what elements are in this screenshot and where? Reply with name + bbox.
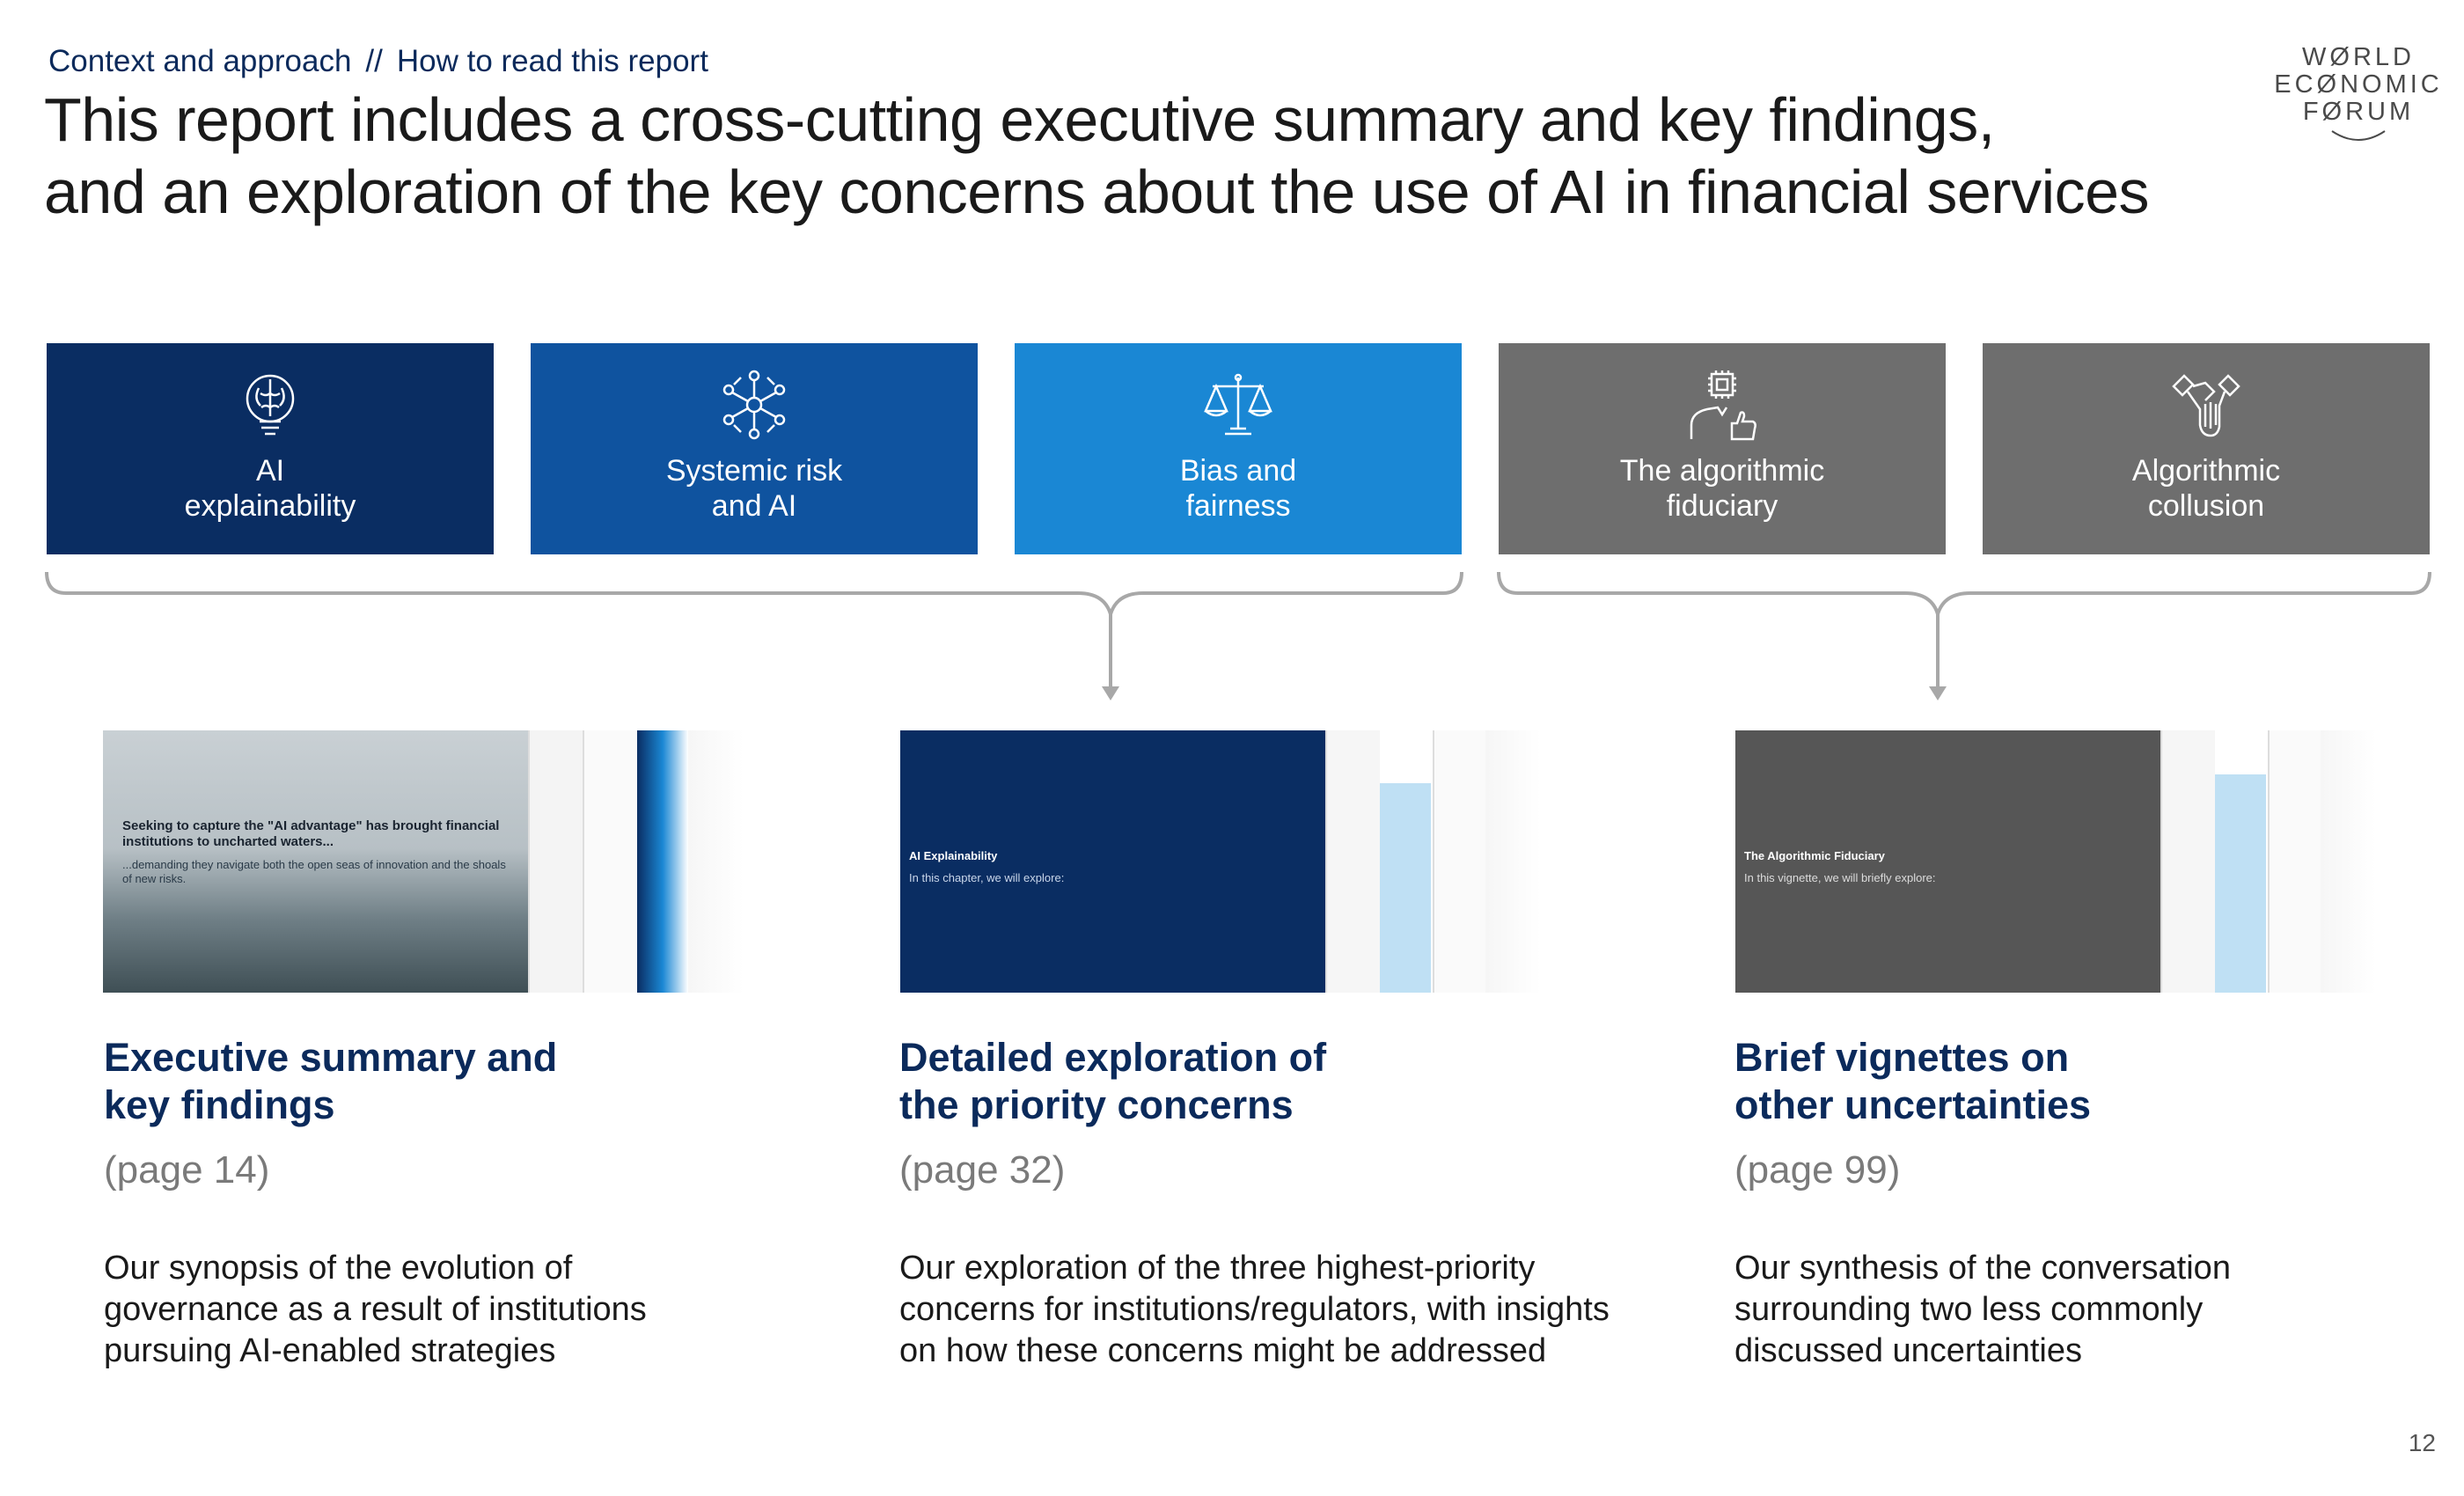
thumbnail-executive-summary[interactable]: Seeking to capture the "AI advantage" ha… <box>103 730 744 993</box>
tile-label: Bias and fairness <box>1023 453 1453 524</box>
description-line1: Our synthesis of the conversation <box>1734 1250 2231 1287</box>
breadcrumb-subsection[interactable]: How to read this report <box>396 44 708 78</box>
tile-label: The algorithmic fiduciary <box>1507 453 1937 524</box>
brain-bulb-icon <box>246 374 295 436</box>
tile-label: AI explainability <box>55 453 485 524</box>
section-description: Our exploration of the three highest-pri… <box>899 1248 1610 1372</box>
thumb-page-strip <box>688 730 744 993</box>
section-description: Our synopsis of the evolution of governa… <box>104 1248 647 1372</box>
page-title-line1: This report includes a cross-cutting exe… <box>44 85 1995 154</box>
tile-ai-explainability[interactable]: AI explainability <box>47 343 494 554</box>
wef-logo: WØRLD ECØNOMIC FØRUM <box>2270 44 2446 153</box>
section-title-executive-summary[interactable]: Executive summary and key findings <box>104 1034 557 1129</box>
section-title-priority-concerns[interactable]: Detailed exploration of the priority con… <box>899 1034 1326 1129</box>
tile-systemic-risk[interactable]: Systemic risk and AI <box>531 343 978 554</box>
tile-label-line2: fairness <box>1185 489 1291 523</box>
thumb-page-strip <box>1433 730 1487 993</box>
section-title-line2: the priority concerns <box>899 1082 1294 1127</box>
logo-arc-icon <box>2331 130 2386 141</box>
thumb-navy-cover: AI Explainability In this chapter, we wi… <box>900 730 1325 993</box>
thumb-page-strip <box>1485 730 1541 993</box>
logo-line1: WØRLD <box>2302 43 2415 71</box>
description-line2: surrounding two less commonly <box>1734 1291 2204 1328</box>
description-line1: Our exploration of the three highest-pri… <box>899 1250 1536 1287</box>
thumb-body: ...demanding they navigate both the open… <box>122 858 506 885</box>
thumb-body: In this chapter, we will explore: <box>909 871 1065 884</box>
handshake-icon <box>2172 374 2240 437</box>
page-title-line2: and an exploration of the key concerns a… <box>44 158 2150 226</box>
tile-label-line2: explainability <box>184 489 356 523</box>
page-reference[interactable]: (page 99) <box>1734 1148 1901 1192</box>
breadcrumb: Context and approach // How to read this r… <box>48 44 708 79</box>
breadcrumb-separator: // <box>365 44 383 78</box>
thumb-page-strip <box>1325 730 1380 993</box>
tile-label-line2: collusion <box>2147 489 2265 523</box>
thumb-page-strip <box>583 730 637 993</box>
logo-line3: FØRUM <box>2302 98 2415 126</box>
scales-icon <box>1204 373 1272 436</box>
thumb-page-strip <box>1380 783 1431 993</box>
section-title-line1: Brief vignettes on <box>1734 1035 2070 1080</box>
section-title-line2: other uncertainties <box>1734 1082 2092 1127</box>
description-line3: on how these concerns might be addressed <box>899 1332 1547 1369</box>
thumb-page-strip <box>2321 730 2376 993</box>
tile-bias-fairness[interactable]: Bias and fairness <box>1015 343 1462 554</box>
tile-label-line2: and AI <box>711 489 797 523</box>
chip-person-icon <box>1690 370 1756 441</box>
thumb-heading: AI Explainability <box>909 849 998 862</box>
thumb-body: In this vignette, we will briefly explor… <box>1744 871 1936 884</box>
section-title-line2: key findings <box>104 1082 335 1127</box>
thumb-page-strip <box>637 730 688 993</box>
tile-algorithmic-collusion[interactable]: Algorithmic collusion <box>1983 343 2430 554</box>
page-title: This report includes a cross-cutting exe… <box>44 84 2150 228</box>
thumb-page-strip <box>2268 730 2322 993</box>
thumb-ocean-image: Seeking to capture the "AI advantage" ha… <box>103 730 528 993</box>
thumbnail-priority-concerns[interactable]: AI Explainability In this chapter, we wi… <box>900 730 1541 993</box>
logo-line2: ECØNOMIC <box>2274 70 2443 99</box>
section-title-line1: Detailed exploration of <box>899 1035 1327 1080</box>
page-reference[interactable]: (page 32) <box>899 1148 1066 1192</box>
thumb-page-strip <box>2215 774 2266 993</box>
description-line2: concerns for institutions/regulators, wi… <box>899 1291 1610 1328</box>
arrowhead-other <box>1929 686 1947 700</box>
thumb-page-strip <box>528 730 583 993</box>
network-icon <box>722 370 786 440</box>
page-number: 12 <box>2408 1429 2436 1456</box>
tile-label-line1: AI <box>255 454 285 488</box>
section-description: Our synthesis of the conversation surrou… <box>1734 1248 2231 1372</box>
thumb-heading: The Algorithmic Fiduciary <box>1744 849 1885 862</box>
tile-label-line1: Bias and <box>1179 454 1297 488</box>
section-title-line1: Executive summary and <box>104 1035 558 1080</box>
thumb-page-strip <box>2160 730 2215 993</box>
tile-label-line1: Systemic risk <box>665 454 843 488</box>
section-title-other-uncertainties[interactable]: Brief vignettes on other uncertainties <box>1734 1034 2091 1129</box>
bracket-other <box>1497 571 2431 621</box>
description-line1: Our synopsis of the evolution of <box>104 1250 573 1287</box>
tile-label-line1: The algorithmic <box>1619 454 1825 488</box>
thumb-grey-cover: The Algorithmic Fiduciary In this vignet… <box>1735 730 2160 993</box>
description-line3: pursuing AI-enabled strategies <box>104 1332 556 1369</box>
description-line2: governance as a result of institutions <box>104 1291 647 1328</box>
description-line3: discussed uncertainties <box>1734 1332 2082 1369</box>
tile-label-line2: fiduciary <box>1666 489 1778 523</box>
grouping-brackets <box>45 571 2431 700</box>
breadcrumb-section[interactable]: Context and approach <box>48 44 352 78</box>
arrowhead-priority <box>1102 686 1119 700</box>
tile-algorithmic-fiduciary[interactable]: The algorithmic fiduciary <box>1499 343 1946 554</box>
thumb-heading: Seeking to capture the "AI advantage" ha… <box>122 818 500 849</box>
bracket-priority <box>45 571 1463 621</box>
page-reference[interactable]: (page 14) <box>104 1148 270 1192</box>
thumbnail-other-uncertainties[interactable]: The Algorithmic Fiduciary In this vignet… <box>1735 730 2376 993</box>
tile-label: Systemic risk and AI <box>539 453 969 524</box>
tile-label: Algorithmic collusion <box>1991 453 2421 524</box>
tile-label-line1: Algorithmic <box>2131 454 2281 488</box>
